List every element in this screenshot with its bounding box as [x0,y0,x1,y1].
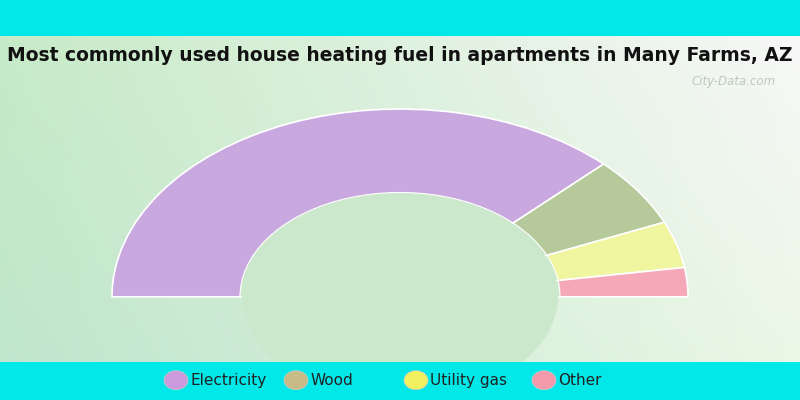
Wedge shape [240,192,513,297]
Text: Other: Other [558,373,602,388]
Wedge shape [400,164,664,297]
Wedge shape [112,109,604,297]
Text: Most commonly used house heating fuel in apartments in Many Farms, AZ: Most commonly used house heating fuel in… [7,46,793,65]
Text: City-Data.com: City-Data.com [692,75,776,88]
Ellipse shape [284,371,308,390]
Text: Electricity: Electricity [190,373,266,388]
Text: Wood: Wood [310,373,353,388]
Ellipse shape [532,371,556,390]
Wedge shape [400,255,558,297]
Wedge shape [400,280,560,297]
Circle shape [242,194,558,400]
Wedge shape [400,223,547,297]
Ellipse shape [164,371,188,390]
Wedge shape [400,222,685,297]
Ellipse shape [404,371,428,390]
Wedge shape [400,268,688,297]
Text: Utility gas: Utility gas [430,373,507,388]
